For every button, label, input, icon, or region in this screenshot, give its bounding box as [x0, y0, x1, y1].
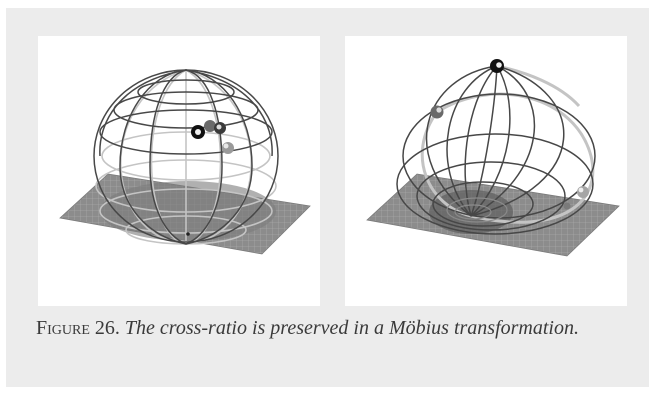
mobius-transform-illustration — [366, 59, 620, 257]
figure-label: Figure 26. — [36, 317, 120, 339]
sphere-wires-dark — [93, 69, 279, 245]
panel-sphere-after — [345, 36, 627, 306]
caption-text: The cross-ratio is preserved in a Möbius… — [124, 317, 579, 339]
sphere-shadow — [100, 181, 276, 241]
south-pole — [186, 232, 190, 236]
cross-ratio-points — [430, 59, 589, 210]
wireframe-sphere-illustration — [59, 69, 311, 255]
bundle-wires-dark — [396, 65, 596, 235]
panel-sphere-before — [38, 36, 320, 306]
bundle-wires-mid — [446, 197, 508, 223]
figure-frame: Figure 26. The cross-ratio is preserved … — [6, 8, 649, 387]
figure-caption: Figure 26. The cross-ratio is preserved … — [36, 314, 626, 342]
dense-region — [429, 190, 513, 234]
cross-ratio-points — [191, 120, 234, 154]
